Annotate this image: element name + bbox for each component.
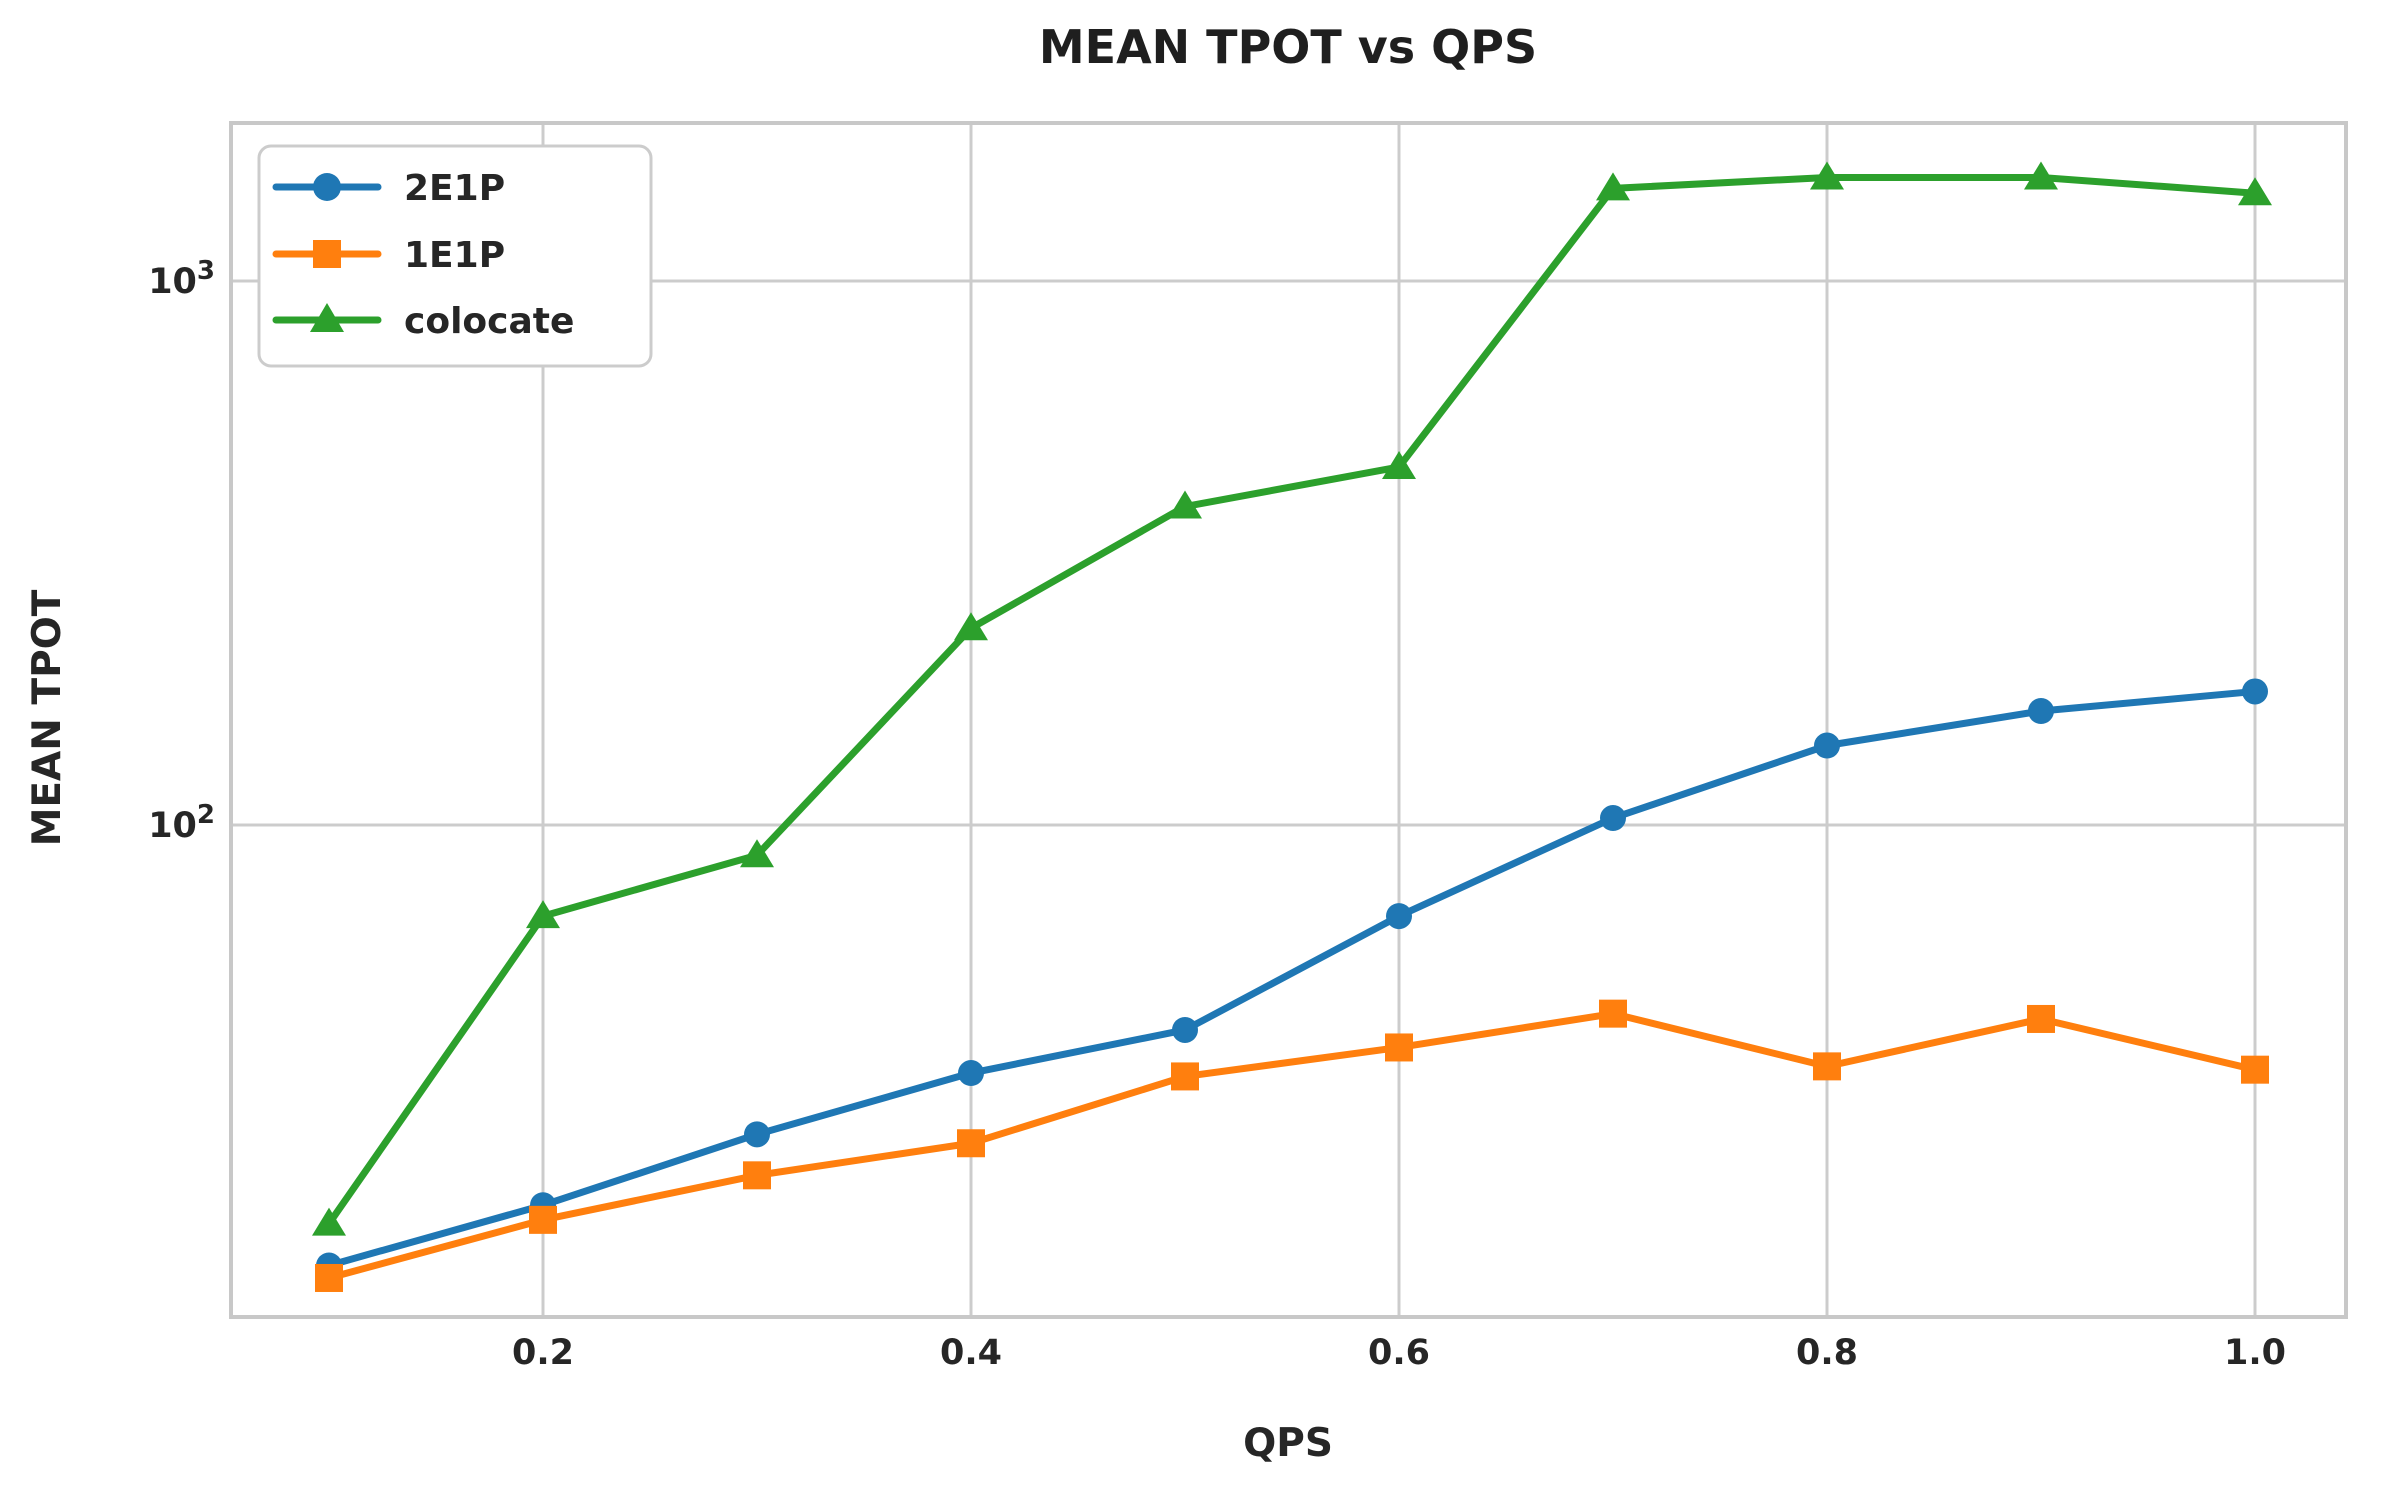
tick-labels: 0.2 0.4 0.6 0.8 1.0 103 102 — [148, 256, 2286, 1373]
data-point — [2242, 678, 2268, 705]
y-tick-label: 102 — [148, 800, 215, 846]
x-tick-label: 0.6 — [1368, 1333, 1430, 1373]
legend-item-colocate: colocate — [272, 301, 574, 342]
plot-border — [229, 121, 2348, 1319]
circle-marker-icon — [313, 173, 341, 201]
chart-title: MEAN TPOT vs QPS — [1039, 20, 1537, 74]
data-point — [1168, 490, 1202, 519]
data-point — [1382, 451, 1416, 480]
data-point — [1385, 1033, 1413, 1062]
data-point — [1172, 1016, 1198, 1043]
data-point — [740, 839, 774, 868]
series-line-colocate — [325, 173, 2259, 1228]
x-tick-label: 0.8 — [1796, 1333, 1858, 1373]
series-1E1P — [315, 999, 2269, 1292]
data-point — [1814, 732, 1840, 759]
data-point — [2238, 177, 2272, 206]
data-point — [1813, 1052, 1841, 1081]
data-point — [958, 1060, 984, 1087]
data-point — [743, 1161, 771, 1190]
legend-item-2e1p: 2E1P — [272, 168, 505, 209]
data-point — [954, 612, 988, 641]
data-point — [1599, 999, 1627, 1028]
x-tick-label: 0.2 — [512, 1333, 574, 1373]
data-point — [1596, 172, 1630, 201]
data-point — [2024, 161, 2058, 190]
legend: 2E1P 1E1P colocate — [257, 144, 653, 368]
plot-series — [312, 161, 2272, 1292]
data-point — [2027, 1004, 2055, 1033]
data-point — [1386, 903, 1412, 930]
data-point — [1171, 1062, 1199, 1091]
legend-label: 1E1P — [404, 235, 505, 276]
data-point — [315, 1263, 343, 1292]
data-point — [1810, 161, 1844, 190]
x-axis-label: QPS — [1243, 1421, 1333, 1466]
triangle-marker-icon — [310, 303, 344, 332]
y-tick-label: 103 — [148, 256, 215, 302]
x-tick-label: 0.4 — [940, 1333, 1002, 1373]
series-line-1E1P — [325, 1010, 2259, 1282]
legend-box — [257, 144, 653, 368]
series-2E1P — [316, 678, 2268, 1279]
square-marker-icon — [313, 240, 341, 268]
data-point — [2028, 698, 2054, 725]
series-line-2E1P — [325, 687, 2259, 1269]
data-point — [526, 900, 560, 929]
y-axis-label: MEAN TPOT — [25, 589, 70, 846]
legend-item-1e1p: 1E1P — [272, 235, 505, 276]
x-tick-label: 1.0 — [2224, 1333, 2286, 1373]
data-point — [957, 1129, 985, 1158]
data-point — [312, 1207, 346, 1236]
data-point — [2241, 1055, 2269, 1084]
legend-label: 2E1P — [404, 168, 505, 209]
series-colocate — [312, 161, 2272, 1236]
data-point — [529, 1205, 557, 1234]
data-point — [1600, 805, 1626, 832]
data-point — [744, 1121, 770, 1148]
legend-label: colocate — [404, 301, 574, 342]
